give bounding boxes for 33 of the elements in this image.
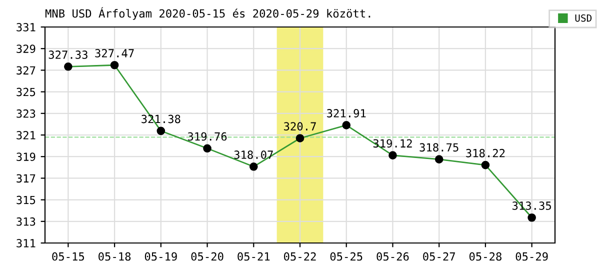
data-label: 327.47 bbox=[95, 49, 134, 58]
data-label: 321.91 bbox=[327, 109, 366, 118]
data-label: 319.12 bbox=[373, 139, 412, 148]
y-tick-label: 315 bbox=[16, 196, 36, 204]
data-label: 319.76 bbox=[188, 132, 227, 141]
y-tick-label: 311 bbox=[16, 239, 36, 248]
data-label: 318.07 bbox=[234, 150, 273, 159]
y-tick-label: 329 bbox=[16, 44, 36, 54]
y-tick-label: 313 bbox=[16, 217, 36, 226]
chart-title: MNB USD Árfolyam 2020-05-15 és 2020-05-29 között. bbox=[45, 7, 370, 20]
x-tick-label: 05-26 bbox=[376, 252, 409, 261]
x-tick-label: 05-18 bbox=[98, 252, 131, 261]
y-tick-label: 323 bbox=[16, 109, 36, 118]
y-tick-label: 327 bbox=[16, 66, 36, 75]
x-tick-label: 05-22 bbox=[284, 252, 316, 261]
x-tick-label: 05-29 bbox=[516, 252, 548, 261]
data-label: 318.75 bbox=[420, 143, 458, 152]
x-tick-label: 05-15 bbox=[52, 252, 84, 261]
x-tick-label: 05-21 bbox=[238, 252, 270, 261]
x-tick-label: 05-20 bbox=[191, 252, 224, 261]
x-tick-label: 05-25 bbox=[330, 252, 362, 261]
y-tick-label: 319 bbox=[16, 152, 36, 162]
y-tick-label: 331 bbox=[16, 23, 36, 32]
x-tick-label: 05-27 bbox=[423, 252, 455, 261]
data-label: 318.22 bbox=[466, 148, 505, 158]
data-label: 327.33 bbox=[48, 50, 88, 59]
data-label: 320.7 bbox=[284, 122, 316, 131]
x-tick-label: 05-28 bbox=[469, 252, 502, 261]
y-tick-label: 317 bbox=[16, 174, 36, 183]
x-tick-label: 05-19 bbox=[144, 252, 177, 261]
legend-label: USD bbox=[575, 14, 592, 22]
y-tick-label: 325 bbox=[16, 88, 36, 96]
y-tick-label: 321 bbox=[16, 131, 36, 140]
